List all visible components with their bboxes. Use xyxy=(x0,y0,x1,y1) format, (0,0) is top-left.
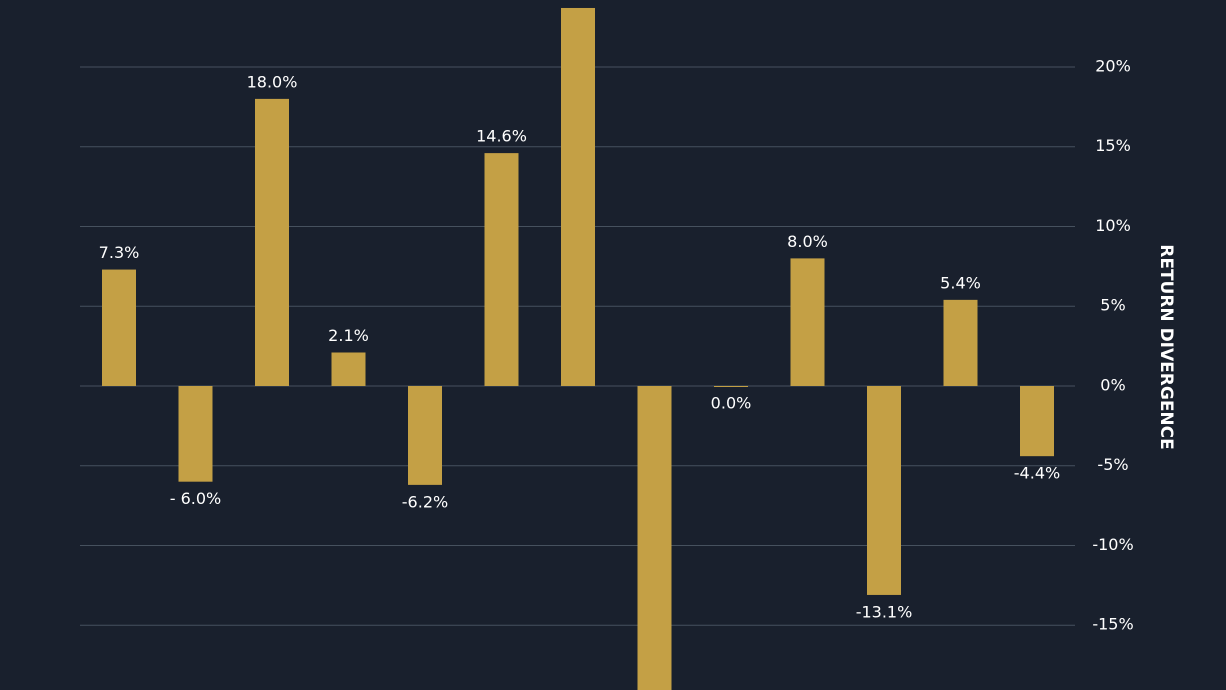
y-tick-label: -15% xyxy=(1092,615,1133,634)
value-label: -13.1% xyxy=(856,602,913,621)
value-label: -4.4% xyxy=(1014,464,1060,483)
y-axis-title: RETURN DIVERGENCE xyxy=(1156,244,1176,450)
value-label: -6.2% xyxy=(402,492,448,511)
value-label: 0.0% xyxy=(711,393,752,412)
bar xyxy=(102,269,136,386)
y-tick-label: 5% xyxy=(1100,296,1125,315)
bar xyxy=(790,258,825,386)
y-tick-label: 0% xyxy=(1100,375,1125,394)
value-label: 18.0% xyxy=(247,72,298,91)
value-label: 8.0% xyxy=(787,232,828,251)
bar xyxy=(1020,385,1054,457)
bar xyxy=(561,7,595,386)
y-tick-label: 15% xyxy=(1095,136,1131,155)
bar xyxy=(178,385,213,482)
value-label: 14.6% xyxy=(476,127,527,146)
y-tick-label: 20% xyxy=(1095,56,1131,75)
y-tick-label: 10% xyxy=(1095,216,1131,235)
value-label: 7.3% xyxy=(99,243,140,262)
bar xyxy=(484,153,519,386)
value-label: - 6.0% xyxy=(170,489,222,508)
bar xyxy=(637,385,672,690)
bar xyxy=(867,385,901,595)
value-label: 2.1% xyxy=(328,326,369,345)
bar xyxy=(255,98,289,386)
y-tick-label: -10% xyxy=(1092,535,1133,554)
bar xyxy=(408,385,442,485)
value-label: 5.4% xyxy=(940,273,981,292)
bar xyxy=(714,385,748,387)
y-tick-label: -5% xyxy=(1097,455,1128,474)
bar xyxy=(331,352,366,386)
bar xyxy=(943,299,978,386)
